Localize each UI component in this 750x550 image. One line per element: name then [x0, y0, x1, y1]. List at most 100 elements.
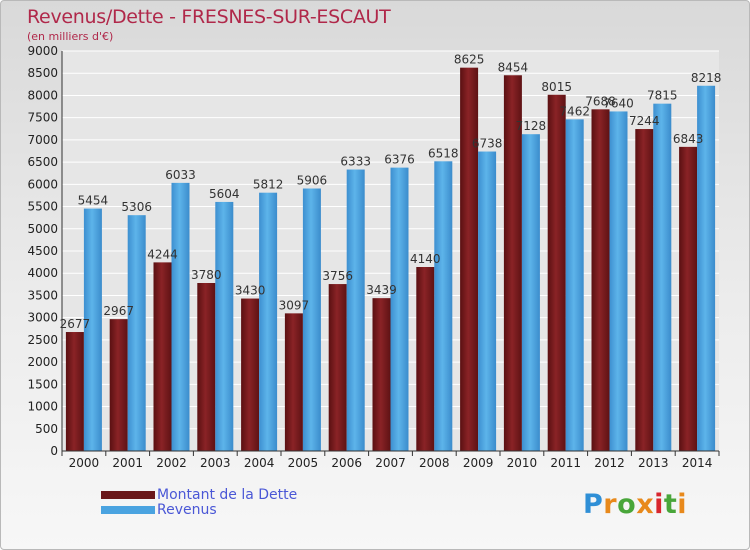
legend-label-dette: Montant de la Dette [157, 486, 298, 503]
value-label: 5906 [297, 174, 328, 188]
value-label: 4140 [410, 252, 441, 266]
revenus-bar [653, 103, 672, 452]
x-tick-label: 2004 [244, 456, 275, 470]
dette-bar [503, 75, 522, 452]
value-label: 5454 [78, 194, 109, 208]
logo-letter: i [677, 489, 688, 520]
legend-item-revenus: Revenus [101, 501, 297, 518]
value-label: 4244 [147, 247, 178, 261]
x-tick-label: 2005 [288, 456, 319, 470]
value-label: 5812 [253, 178, 284, 192]
value-label: 6333 [340, 155, 371, 169]
value-label: 3430 [235, 284, 266, 298]
dette-bar [679, 146, 698, 451]
y-tick-label: 6000 [27, 177, 58, 191]
revenus-bar [171, 182, 190, 451]
value-label: 3439 [366, 283, 397, 297]
value-label: 3097 [279, 298, 310, 312]
dette-bar [416, 267, 435, 451]
revenus-bar [390, 167, 409, 451]
value-label: 7462 [559, 104, 590, 118]
dette-bar [372, 298, 391, 451]
value-label: 3756 [322, 269, 353, 283]
value-label: 7688 [585, 94, 616, 108]
revenus-bar [302, 188, 321, 451]
logo-letter: i [654, 489, 664, 520]
revenus-bar [83, 208, 102, 451]
value-label: 6738 [472, 137, 503, 151]
value-label: 6033 [165, 168, 196, 182]
y-tick-label: 7500 [27, 111, 58, 125]
x-tick-label: 2011 [550, 456, 581, 470]
x-tick-label: 2012 [594, 456, 625, 470]
revenus-bar [565, 119, 584, 451]
revenus-bar [521, 134, 540, 451]
y-tick-label: 6500 [27, 155, 58, 169]
x-tick-label: 2007 [375, 456, 406, 470]
chart-subtitle: (en milliers d'€) [27, 30, 114, 43]
dette-bar [197, 283, 216, 451]
legend-swatch-revenus [101, 505, 155, 514]
revenus-bar [434, 161, 453, 452]
y-tick-label: 7000 [27, 133, 58, 147]
y-tick-label: 8500 [27, 66, 58, 80]
y-tick-label: 1000 [27, 400, 58, 414]
x-tick-label: 2002 [156, 456, 187, 470]
dette-bar [635, 129, 654, 452]
legend: Montant de la Dette Revenus [101, 486, 298, 518]
legend-item-dette: Montant de la Dette [101, 486, 298, 503]
value-label: 8015 [541, 80, 572, 94]
y-tick-label: 9000 [27, 44, 58, 58]
revenus-bar [697, 85, 716, 451]
y-tick-label: 500 [35, 422, 58, 436]
revenus-bar [259, 192, 278, 451]
revenus-bar [609, 111, 628, 451]
value-label: 5306 [121, 200, 152, 214]
x-tick-label: 2014 [682, 456, 713, 470]
x-tick-label: 2009 [463, 456, 494, 470]
value-label: 8625 [454, 53, 485, 67]
x-tick-label: 2008 [419, 456, 450, 470]
y-tick-label: 3000 [27, 311, 58, 325]
value-label: 7244 [629, 114, 660, 128]
y-tick-label: 1500 [27, 377, 58, 391]
dette-bar [153, 262, 172, 451]
y-tick-label: 2000 [27, 355, 58, 369]
x-tick-label: 2000 [69, 456, 100, 470]
value-label: 6843 [673, 132, 704, 146]
x-tick-label: 2003 [200, 456, 231, 470]
y-tick-label: 5000 [27, 222, 58, 236]
logo-letter: r [603, 489, 618, 520]
value-label: 5604 [209, 187, 240, 201]
value-label: 7640 [603, 96, 634, 110]
x-tick-label: 2010 [507, 456, 538, 470]
y-tick-label: 4000 [27, 266, 58, 280]
value-label: 6518 [428, 146, 459, 160]
value-label: 2677 [60, 317, 91, 331]
dette-bar [460, 67, 479, 452]
dette-bar [547, 94, 566, 452]
logo-letter: P [583, 489, 604, 520]
value-label: 7128 [516, 119, 547, 133]
revenus-bar [127, 215, 146, 451]
dette-bar [65, 332, 84, 451]
value-label: 6376 [384, 153, 415, 167]
legend-label-revenus: Revenus [157, 501, 217, 518]
dette-bar [591, 109, 610, 452]
x-tick-label: 2001 [112, 456, 143, 470]
proxiti-logo: Proxiti [583, 489, 687, 520]
dette-bar [109, 319, 128, 451]
dette-bar [328, 284, 347, 451]
value-label: 3780 [191, 268, 222, 282]
dette-bar [241, 298, 260, 451]
value-label: 8454 [498, 60, 529, 74]
y-tick-label: 5500 [27, 200, 58, 214]
y-tick-label: 0 [50, 444, 58, 458]
x-tick-label: 2013 [638, 456, 669, 470]
x-tick-label: 2006 [331, 456, 362, 470]
y-tick-label: 3500 [27, 288, 58, 302]
chart-title: Revenus/Dette - FRESNES-SUR-ESCAUT [27, 6, 391, 28]
value-label: 2967 [103, 304, 134, 318]
